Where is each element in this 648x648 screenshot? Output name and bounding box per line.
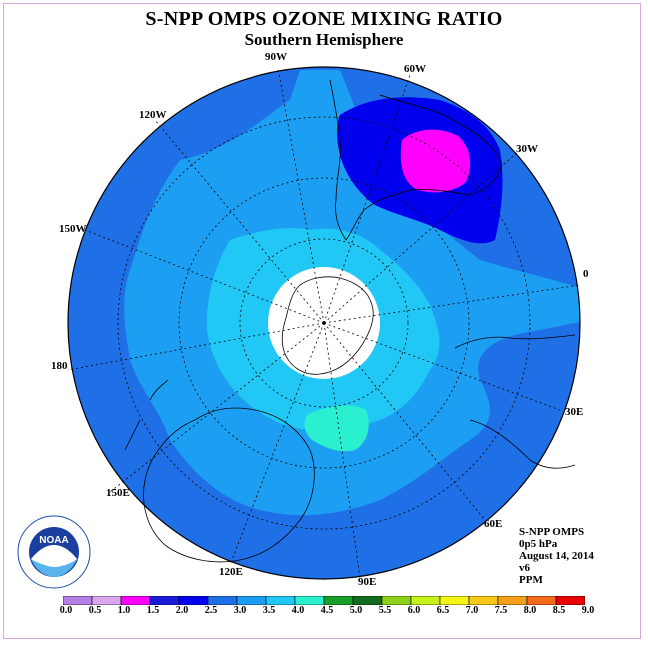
meridian-30e <box>323 322 561 411</box>
meridian-120w <box>154 119 325 324</box>
pole-marker <box>322 321 326 325</box>
colorbar-tick-label: 4.5 <box>320 605 334 616</box>
meridian-180 <box>67 322 325 371</box>
coastline-africa <box>454 334 576 469</box>
ozone-field-4-0 <box>304 405 369 452</box>
colorbar-segment <box>294 596 325 605</box>
lon-label-60w: 60W <box>404 63 426 75</box>
meridian-60w <box>323 74 411 324</box>
colorbar-tick-label: 6.5 <box>436 605 450 616</box>
colorbar-segment <box>526 596 557 605</box>
colorbar-tick-label: 1.0 <box>117 605 131 616</box>
meridian-90w <box>277 67 325 324</box>
map-title: S-NPP OMPS OZONE MIXING RATIO <box>145 8 503 30</box>
coastline-south-america <box>329 79 503 241</box>
colorbar-segment <box>120 596 151 605</box>
colorbar-tick-label: 3.0 <box>233 605 247 616</box>
colorbar-segment <box>91 596 122 605</box>
info-date: August 14, 2014 <box>519 550 594 562</box>
ozone-field-1-0 <box>400 129 471 193</box>
meridian-120e <box>229 322 325 566</box>
lon-label-90e: 90E <box>358 576 377 588</box>
colorbar-segment <box>236 596 267 605</box>
colorbar-tick-label: 5.0 <box>349 605 363 616</box>
colorbar-tick-label: 8.0 <box>523 605 537 616</box>
latitude-circle-60s <box>239 238 409 408</box>
noaa-logo: NOAA <box>17 515 91 589</box>
colorbar-segment <box>149 596 180 605</box>
coastline-antarctica <box>281 276 374 375</box>
colorbar-tick-label: 5.5 <box>378 605 392 616</box>
colorbar-tick-label: 2.0 <box>175 605 189 616</box>
info-block: S-NPP OMPS 0p5 hPa August 14, 2014 v6 PP… <box>519 526 594 586</box>
lon-label-150w: 150W <box>59 223 87 235</box>
colorbar-segment <box>468 596 499 605</box>
noaa-logo-text: NOAA <box>39 535 68 546</box>
map-outline <box>67 66 581 580</box>
colorbar-segment <box>63 596 93 605</box>
colorbar-segment <box>323 596 354 605</box>
info-version: v6 <box>519 562 530 574</box>
map-subtitle: Southern Hemisphere <box>244 30 404 49</box>
lon-label-120w: 120W <box>139 109 167 121</box>
colorbar-tick-label: 3.5 <box>262 605 276 616</box>
lon-label-150e: 150E <box>106 487 130 499</box>
lon-label-60e: 60E <box>484 518 503 530</box>
colorbar-ticks: 0.0 0.5 1.0 1.5 2.0 2.5 3.0 3.5 4.0 4.5 5.0 5.5 6.0 6… <box>0 605 648 621</box>
lon-label-90w: 90W <box>265 51 287 63</box>
meridian-150e <box>109 322 325 493</box>
colorbar-segment <box>410 596 441 605</box>
coastline-new-zealand <box>124 379 169 451</box>
info-level: 0p5 hPa <box>519 538 558 550</box>
colorbar-tick-label: 9.0 <box>581 605 595 616</box>
colorbar-segment <box>555 596 585 605</box>
coastline-australia <box>143 407 315 563</box>
lon-label-120e: 120E <box>219 566 243 578</box>
info-instrument: S-NPP OMPS <box>519 526 585 538</box>
colorbar-tick-label: 8.5 <box>552 605 566 616</box>
meridian-0 <box>323 284 581 324</box>
lon-label-30e: 30E <box>565 406 584 418</box>
colorbar-segment <box>265 596 296 605</box>
colorbar-segment <box>178 596 209 605</box>
colorbar-tick-label: 7.0 <box>465 605 479 616</box>
latitude-circle-45s <box>178 177 470 469</box>
latitude-circle-30s <box>117 116 531 530</box>
colorbar <box>63 596 585 605</box>
lon-label-30w: 30W <box>516 143 538 155</box>
colorbar-tick-label: 2.5 <box>204 605 218 616</box>
colorbar-segment <box>352 596 383 605</box>
colorbar-tick-label: 7.5 <box>494 605 508 616</box>
colorbar-segment <box>497 596 528 605</box>
lon-label-180: 180 <box>51 360 68 372</box>
colorbar-tick-label: 0.5 <box>88 605 102 616</box>
colorbar-tick-label: 1.5 <box>146 605 160 616</box>
colorbar-tick-label: 6.0 <box>407 605 421 616</box>
colorbar-tick-label: 4.0 <box>291 605 305 616</box>
colorbar-tick-label: 0.0 <box>59 605 73 616</box>
info-units: PPM <box>519 574 543 586</box>
colorbar-segment <box>207 596 238 605</box>
colorbar-segment <box>439 596 470 605</box>
colorbar-segment <box>381 596 412 605</box>
plot-frame <box>3 3 641 639</box>
meridian-30w <box>323 149 521 324</box>
lon-label-0: 0 <box>583 268 589 280</box>
